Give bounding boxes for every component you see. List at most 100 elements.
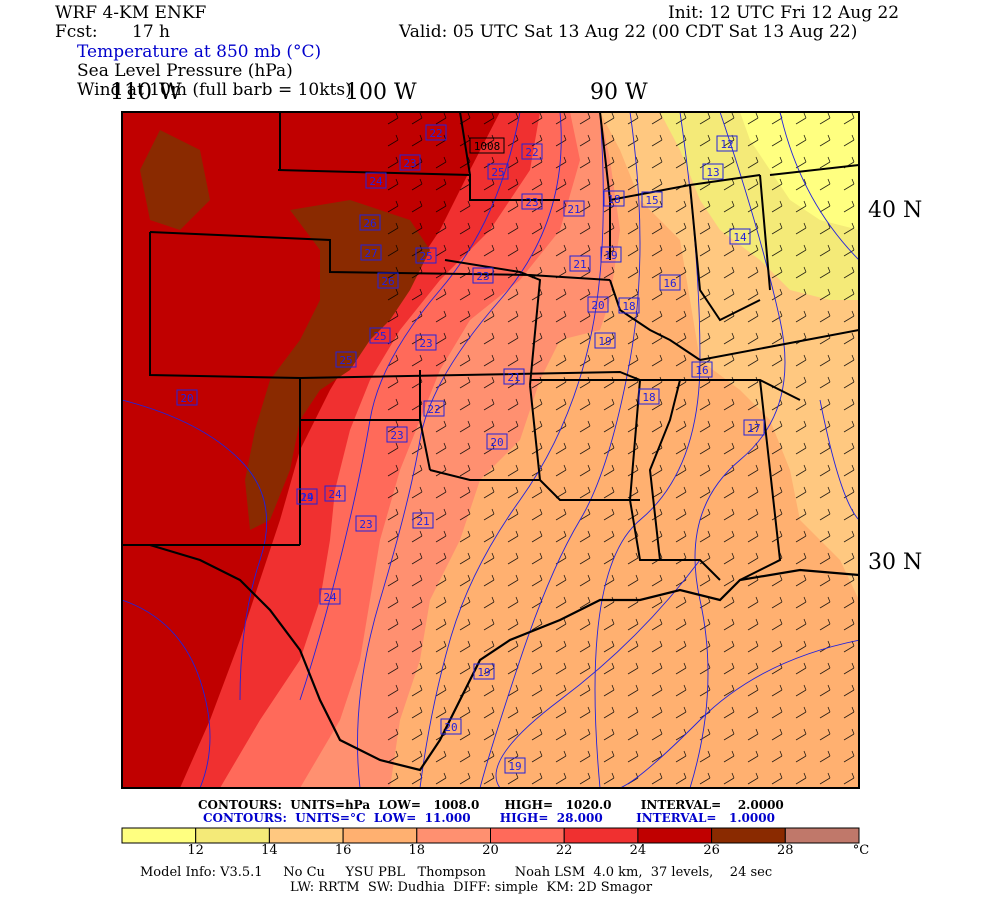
- temperature-label-box: [176, 389, 198, 406]
- model-info-line1: Model Info: V3.5.1 No Cu YSU PBL Thompso…: [140, 865, 773, 880]
- temperature-label: 20: [486, 433, 508, 450]
- temperature-label-text: 21: [416, 515, 429, 528]
- temperature-label-text: 12: [720, 138, 733, 151]
- forecast-hour: 17 h: [132, 22, 170, 42]
- temperature-label-box: [521, 193, 543, 210]
- temperature-label: 19: [594, 332, 616, 349]
- temperature-label-text: 22: [525, 146, 538, 159]
- temperature-label-box: [335, 351, 357, 368]
- temperature-label: 19: [473, 663, 495, 680]
- temperature-contour-line: [619, 639, 859, 788]
- temperature-label-text: 19: [300, 491, 313, 504]
- temperature-label-box: [716, 135, 738, 152]
- temperature-contour-line: [357, 112, 562, 788]
- temperature-label-box: [702, 163, 724, 180]
- temperature-label: 23: [386, 426, 408, 443]
- temperature-contour-info: CONTOURS: UNITS=°C LOW= 11.000 HIGH= 28.…: [203, 811, 775, 825]
- colorbar-tick-label: 22: [555, 843, 573, 858]
- temperature-label-text: 26: [363, 217, 376, 230]
- temperature-label-box: [472, 267, 494, 284]
- temperature-label: 25: [487, 163, 509, 180]
- temperature-label: 18: [603, 190, 625, 207]
- temperature-label-text: 20: [180, 392, 193, 405]
- field-temperature-label: Temperature at 850 mb (°C): [77, 42, 322, 62]
- temperature-label-text: 23: [419, 337, 432, 350]
- temperature-label-box: [360, 244, 382, 261]
- colorbar-segment: [563, 827, 639, 844]
- model-title: WRF 4-KM ENKF: [55, 3, 207, 23]
- temperature-label: 17: [743, 419, 765, 436]
- temperature-label-text: 19: [598, 335, 611, 348]
- temperature-label-box: [569, 255, 591, 272]
- temperature-label-box: [324, 485, 346, 502]
- temperature-label: 23: [399, 154, 421, 171]
- temperature-label-box: [503, 368, 525, 385]
- pressure-label: 1008: [469, 137, 505, 154]
- temperature-label: 19: [504, 757, 526, 774]
- colorbar-segment: [342, 827, 418, 844]
- temperature-label: 14: [729, 228, 751, 245]
- temperature-label-text: 16: [695, 364, 708, 377]
- colorbar-segment: [195, 827, 270, 844]
- temperature-label: 16: [691, 361, 713, 378]
- temperature-label-text: 19: [477, 666, 490, 679]
- temperature-label-box: [691, 361, 713, 378]
- temperature-label-box: [504, 757, 526, 774]
- colorbar: [121, 827, 860, 844]
- temperature-label: 23: [472, 267, 494, 284]
- temperature-label-box: [587, 296, 609, 313]
- temperature-label-text: 24: [369, 175, 383, 188]
- state-boundaries: [122, 112, 859, 772]
- colorbar-segment: [637, 827, 713, 844]
- temperature-label: 21: [503, 368, 525, 385]
- temperature-label-box: [641, 191, 663, 208]
- temperature-label-box: [355, 515, 377, 532]
- temperature-label: 20: [440, 718, 462, 735]
- temperature-contour-line: [779, 112, 859, 261]
- temperature-contour-line: [122, 399, 268, 701]
- temperature-label-box: [415, 334, 437, 351]
- temperature-label: 27: [360, 244, 382, 261]
- temperature-label-box: [638, 388, 660, 405]
- temperature-label-box: [415, 247, 437, 264]
- temperature-label-box: [487, 163, 509, 180]
- temperature-label-box: [618, 297, 640, 314]
- temperature-label-box: [369, 327, 391, 344]
- temperature-label-box: [600, 246, 622, 263]
- temperature-label-text: 23: [359, 518, 372, 531]
- temperature-label-box: [594, 332, 616, 349]
- lat-label-30n: 30 N: [868, 550, 923, 575]
- colorbar-tick-label: 28: [777, 843, 794, 858]
- map-frame: [121, 111, 860, 789]
- temperature-contour-line: [689, 112, 786, 788]
- temperature-contour-line: [495, 559, 701, 788]
- temperature-label-text: 23: [525, 196, 538, 209]
- temperature-label: 22: [425, 124, 447, 141]
- temperature-label: 26: [359, 214, 381, 231]
- temperature-contour-line: [122, 599, 211, 788]
- temperature-label: 25: [415, 247, 437, 264]
- temperature-label: 13: [702, 163, 724, 180]
- temperature-label-box: [473, 663, 495, 680]
- temperature-label: 20: [587, 296, 609, 313]
- temperature-contour-line: [819, 399, 859, 521]
- temperature-label: 24: [365, 172, 387, 189]
- colorbar-segment: [784, 827, 860, 844]
- temperature-label: 25: [335, 351, 357, 368]
- colorbar-tick-label: 24: [629, 843, 647, 858]
- temperature-label-box: [729, 228, 751, 245]
- temperature-label-box: [319, 588, 341, 605]
- temperature-label-text: 23: [476, 270, 489, 283]
- temperature-label-box: [399, 154, 421, 171]
- temperature-label: 18: [638, 388, 660, 405]
- temperature-label: 15: [641, 191, 663, 208]
- temperature-label-text: 16: [663, 277, 676, 290]
- temperature-label: 18: [618, 297, 640, 314]
- temperature-label: 26: [377, 272, 399, 289]
- temperature-label-box: [563, 200, 585, 217]
- wind-barbs: [380, 112, 859, 788]
- temperature-label-text: 23: [403, 157, 416, 170]
- temperature-label-text: 17: [747, 422, 760, 435]
- lon-label-90w: 90 W: [590, 80, 648, 105]
- temperature-label: 24: [324, 485, 346, 502]
